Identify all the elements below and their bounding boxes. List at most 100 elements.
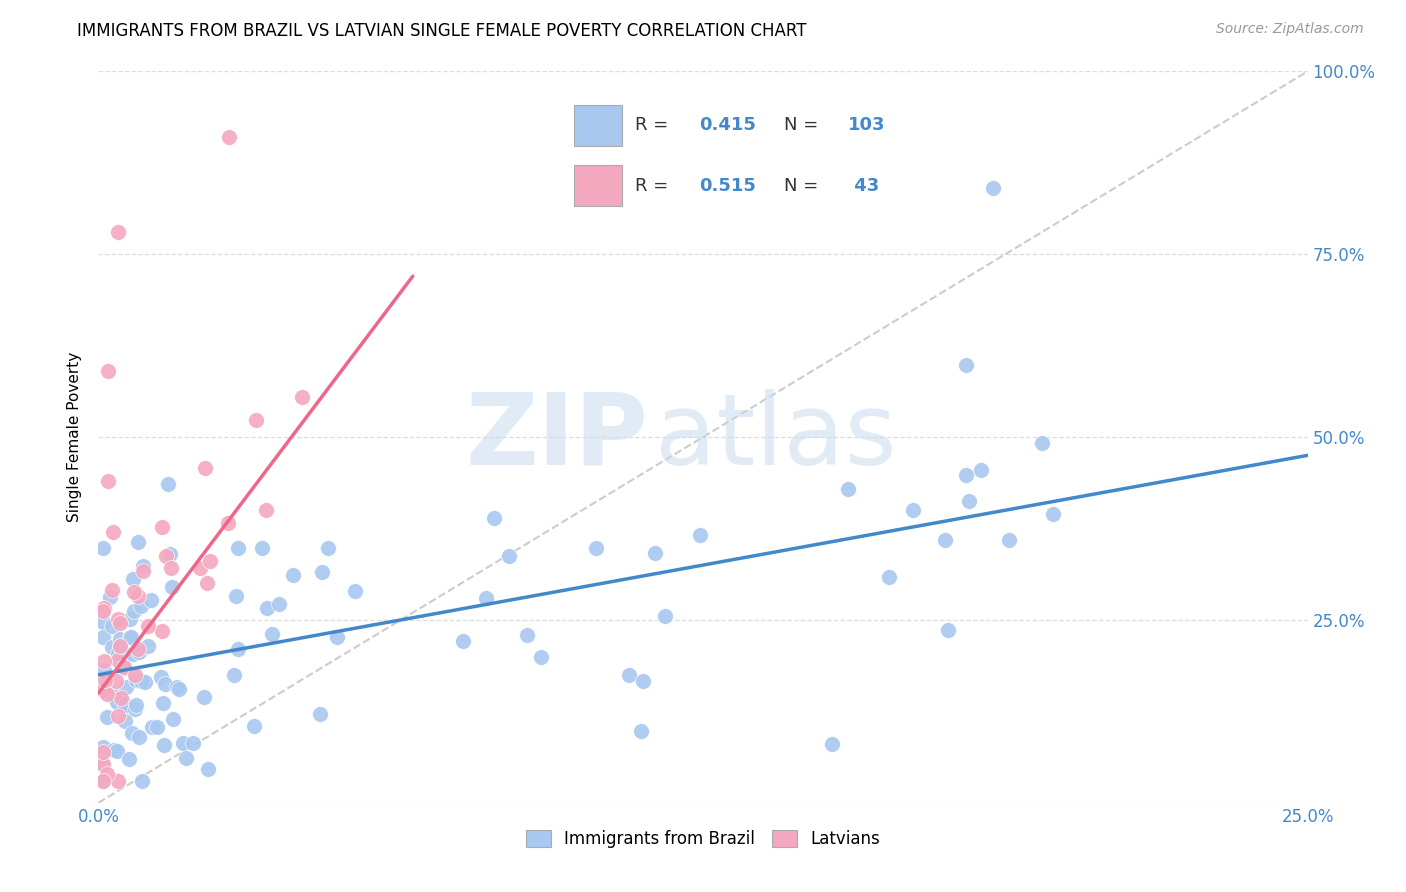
Point xyxy=(188,560,211,574)
Point xyxy=(124,585,146,599)
Point xyxy=(250,541,273,556)
Point xyxy=(654,609,676,624)
Point xyxy=(901,503,924,517)
Point xyxy=(136,640,159,654)
Point xyxy=(93,663,115,677)
Point xyxy=(124,698,146,713)
Point xyxy=(631,674,654,689)
Point xyxy=(316,541,339,556)
Point xyxy=(93,601,115,615)
Point xyxy=(1031,435,1053,450)
Point xyxy=(181,736,204,750)
Point xyxy=(131,599,153,613)
Point xyxy=(160,560,183,574)
Point xyxy=(127,535,149,549)
Point xyxy=(344,584,367,599)
Point xyxy=(131,564,153,578)
Point xyxy=(114,698,136,712)
Point xyxy=(105,744,128,758)
Point xyxy=(107,653,129,667)
Point xyxy=(101,619,124,633)
Point xyxy=(120,630,142,644)
Point xyxy=(689,528,711,542)
Point xyxy=(218,130,240,145)
Point xyxy=(107,225,129,239)
Point xyxy=(150,624,173,639)
Text: Source: ZipAtlas.com: Source: ZipAtlas.com xyxy=(1216,22,1364,37)
Point xyxy=(254,503,277,517)
Point xyxy=(125,673,148,687)
Point xyxy=(131,773,153,788)
Point xyxy=(114,714,136,728)
Point xyxy=(146,720,169,734)
Point xyxy=(224,668,246,682)
Point xyxy=(150,520,173,534)
Text: atlas: atlas xyxy=(655,389,896,485)
Point xyxy=(174,751,197,765)
Point xyxy=(172,735,194,749)
Point xyxy=(91,773,114,788)
Point xyxy=(141,720,163,734)
Point xyxy=(93,654,115,668)
Point xyxy=(110,690,132,705)
Point xyxy=(134,674,156,689)
Point xyxy=(100,640,122,655)
Point xyxy=(107,646,129,660)
Point xyxy=(326,631,349,645)
Point xyxy=(311,565,333,579)
Point xyxy=(617,668,640,682)
Point xyxy=(498,549,520,563)
Point xyxy=(153,677,176,691)
Point xyxy=(124,668,146,682)
Point xyxy=(112,661,135,675)
Point xyxy=(156,476,179,491)
Point xyxy=(96,767,118,781)
Point xyxy=(245,413,267,427)
Point xyxy=(955,358,977,372)
Point xyxy=(195,576,218,591)
Point xyxy=(104,674,127,689)
Point xyxy=(309,706,332,721)
Point xyxy=(96,710,118,724)
Point xyxy=(96,687,118,701)
Point xyxy=(226,642,249,657)
Point xyxy=(138,618,160,632)
Point xyxy=(160,580,183,594)
Point xyxy=(120,631,142,645)
Point xyxy=(155,549,177,563)
Point xyxy=(124,701,146,715)
Point xyxy=(837,482,859,496)
Point xyxy=(167,681,190,696)
Point xyxy=(821,737,844,751)
Point xyxy=(127,641,149,656)
Point xyxy=(281,568,304,582)
Point xyxy=(139,593,162,607)
Point xyxy=(91,615,114,629)
Point xyxy=(585,541,607,555)
Point xyxy=(198,554,221,568)
Point xyxy=(98,590,121,604)
Point xyxy=(194,461,217,475)
Point xyxy=(474,591,496,605)
Point xyxy=(193,690,215,705)
Point xyxy=(110,639,132,653)
Point xyxy=(91,745,114,759)
Point xyxy=(91,682,114,697)
Point xyxy=(153,739,176,753)
Point xyxy=(115,680,138,694)
Y-axis label: Single Female Poverty: Single Female Poverty xyxy=(67,352,83,522)
Point xyxy=(97,474,120,488)
Point xyxy=(105,695,128,709)
Point xyxy=(94,673,117,687)
Point xyxy=(152,697,174,711)
Point xyxy=(107,709,129,723)
Point xyxy=(644,546,666,560)
Point xyxy=(217,516,239,530)
Point xyxy=(159,548,181,562)
Point xyxy=(107,612,129,626)
Point xyxy=(91,773,114,788)
Point xyxy=(482,511,505,525)
Point xyxy=(630,723,652,738)
Point xyxy=(108,616,131,631)
Point xyxy=(529,650,551,665)
